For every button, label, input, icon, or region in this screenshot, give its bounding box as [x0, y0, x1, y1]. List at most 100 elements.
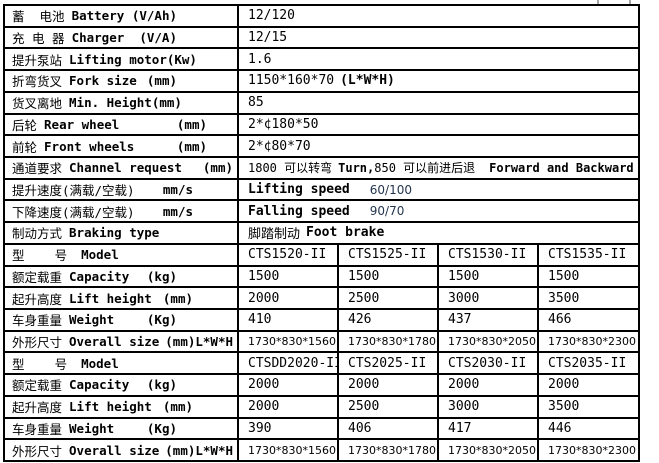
weight1-label-cell: 车身重量 Weight (Kg) [5, 309, 239, 332]
overall2-cell-2: 1730*830*2050 [439, 440, 539, 462]
weight2-label-en: Weight [69, 420, 115, 436]
front-label-cell: 前轮 Front wheels (mm) [5, 136, 239, 158]
motor-unit: (Kw) [166, 51, 197, 67]
fallspeed-label-cn: 下降速度(满载/空载) [12, 204, 135, 220]
weight1-cell-1: 426 [339, 309, 439, 332]
weight2-cell-0: 390 [239, 418, 339, 441]
liftheight2-label-en: Lift height [69, 399, 152, 415]
channel-value-b1: Turn, [338, 160, 375, 175]
overall1-label-cell: 外形尺寸 Overall size (mm)L*W*H [5, 331, 239, 354]
capacity1-cell-3: 1500 [539, 266, 640, 289]
channel-value-p1: 1800 可以转弯 [248, 161, 333, 176]
front-label-en: Front wheels [44, 138, 135, 154]
battery-value-cell: 12/120 [239, 6, 640, 28]
minheight-label-cn: 货叉离地 [12, 96, 63, 112]
overall2-cell-3: 1730*830*2300 [539, 440, 640, 462]
channel-unit: (mm) [202, 160, 233, 176]
overall2-unit: (mm)L*W*H [165, 442, 233, 458]
overall1-label-cn: 外形尺寸 [12, 335, 63, 351]
fork-label-en: Fork size [69, 73, 137, 89]
motor-value-cell: 1.6 [239, 49, 640, 72]
fallspeed-unit: mm/s [162, 203, 193, 219]
front-unit: (mm) [176, 138, 207, 154]
liftheight2-cell-3: 3500 [539, 396, 640, 419]
overall2-cell-1: 1730*830*1780 [339, 440, 439, 462]
fallspeed-value: 90/70 [369, 204, 405, 219]
model2-label-cn: 型 号 [12, 356, 68, 372]
model2-label-en: Model [81, 355, 119, 371]
capacity2-cell-1: 2000 [339, 375, 439, 397]
rear-label-en: Rear wheel [44, 116, 120, 132]
model2-label-cell: 型 号 Model [5, 353, 239, 376]
overall2-label-en: Overall size [69, 442, 160, 458]
liftspeed-unit: mm/s [162, 182, 193, 198]
fork-value-suffix: (L*W*H) [340, 73, 395, 89]
capacity2-cell-0: 2000 [239, 375, 339, 397]
model2-cell-2: CTS2030-II [439, 353, 539, 376]
rear-label-cell: 后轮 Rear wheel (mm) [5, 114, 239, 137]
liftheight1-label-cell: 起升高度 Lift height (mm) [5, 288, 239, 310]
liftheight1-cell-0: 2000 [239, 288, 339, 310]
rear-value-cell: 2*¢180*50 [239, 114, 640, 137]
overall1-unit: (mm)L*W*H [165, 334, 233, 350]
braking-value-cell: 脚踏制动 Foot brake [239, 223, 640, 245]
overall1-cell-3: 1730*830*2300 [539, 331, 640, 354]
liftheight1-unit: (mm) [162, 290, 193, 306]
model1-cell-1: CTS1525-II [339, 244, 439, 267]
channel-value-p2: 850 可以前进后退 [374, 161, 476, 176]
weight1-cell-0: 410 [239, 309, 339, 332]
motor-label-cn: 提升泵站 [12, 52, 63, 68]
braking-label-en: Braking type [69, 225, 160, 241]
model1-cell-2: CTS1530-II [439, 244, 539, 267]
weight2-label-cell: 车身重量 Weight (Kg) [5, 418, 239, 441]
capacity1-label-cn: 额定载重 [12, 269, 63, 285]
capacity2-label-cn: 额定载重 [12, 378, 63, 394]
minheight-unit: (mm) [151, 95, 182, 111]
capacity1-cell-0: 1500 [239, 266, 339, 289]
battery-label-cn: 蓄 电池 [12, 9, 65, 25]
liftheight2-cell-2: 3000 [439, 396, 539, 419]
capacity1-cell-1: 1500 [339, 266, 439, 289]
liftheight2-label-cn: 起升高度 [12, 400, 63, 416]
capacity1-unit: (kg) [146, 268, 177, 284]
channel-label-cn: 通道要求 [12, 161, 63, 177]
weight2-cell-1: 406 [339, 418, 439, 441]
liftspeed-label-cn: 提升速度(满载/空载) [12, 183, 135, 199]
capacity1-cell-2: 1500 [439, 266, 539, 289]
fallspeed-value-cell: Falling speed 90/70 [239, 201, 640, 224]
fork-label-cell: 折弯货叉 Fork size (mm) [5, 71, 239, 93]
braking-label-cn: 制动方式 [12, 226, 63, 242]
liftspeed-label-cell: 提升速度(满载/空载) mm/s [5, 179, 239, 202]
braking-value-cn: 脚踏制动 [248, 227, 301, 243]
fallspeed-value-label: Falling speed [248, 203, 350, 219]
minheight-label-cell: 货叉离地 Min. Height (mm) [5, 92, 239, 115]
spec-table: 蓄 电池 Battery (V/Ah) 12/120 充 电 器 Charger… [3, 4, 640, 462]
model2-cell-3: CTS2035-II [539, 353, 640, 376]
liftheight1-cell-2: 3000 [439, 288, 539, 310]
liftheight2-label-cell: 起升高度 Lift height (mm) [5, 396, 239, 419]
battery-label-cell: 蓄 电池 Battery (V/Ah) [5, 6, 239, 28]
model1-cell-3: CTS1535-II [539, 244, 640, 267]
weight1-cell-2: 437 [439, 309, 539, 332]
liftheight2-cell-1: 2500 [339, 396, 439, 419]
liftspeed-value-label: Lifting speed [248, 182, 350, 198]
capacity1-label-cell: 额定载重 Capacity (kg) [5, 266, 239, 289]
overall2-label-cell: 外形尺寸 Overall size (mm)L*W*H [5, 440, 239, 462]
weight2-label-cn: 车身重量 [12, 421, 63, 437]
model1-cell-0: CTS1520-II [239, 244, 339, 267]
capacity2-cell-3: 2000 [539, 375, 640, 397]
channel-label-cell: 通道要求 Channel request (mm) [5, 157, 239, 180]
liftheight2-cell-0: 2000 [239, 396, 339, 419]
weight1-label-cn: 车身重量 [12, 313, 63, 329]
front-label-cn: 前轮 [12, 139, 38, 155]
minheight-value-cell: 85 [239, 92, 640, 115]
capacity1-label-en: Capacity [69, 268, 130, 284]
charger-value-cell: 12/15 [239, 27, 640, 50]
liftspeed-value: 60/100 [369, 182, 412, 197]
motor-label-cell: 提升泵站 Lifting motor (Kw) [5, 49, 239, 72]
fork-value: 1150*160*70 [248, 73, 335, 89]
charger-label-cell: 充 电 器 Charger (V/A) [5, 27, 239, 50]
channel-value-cell: 1800 可以转弯 Turn, 850 可以前进后退 Forward and B… [239, 157, 640, 180]
liftheight1-label-cn: 起升高度 [12, 291, 63, 307]
